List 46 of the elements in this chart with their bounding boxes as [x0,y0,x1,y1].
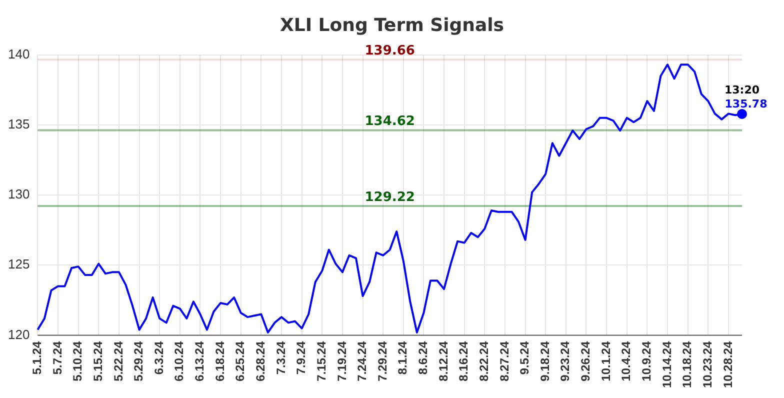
x-tick-label: 6.13.24 [192,340,207,382]
x-tick-label: 8.16.24 [456,340,471,382]
x-tick-label: 5.22.24 [111,340,126,382]
x-tick-label: 6.18.24 [212,340,227,382]
x-tick-label: 7.15.24 [314,340,328,382]
y-tick-label: 140 [8,46,30,62]
data-label: 135.78 [724,97,768,110]
x-tick-label: 7.29.24 [375,340,390,382]
x-tick-label: 9.23.24 [558,340,572,382]
x-tick-label: 6.3.24 [152,340,166,375]
y-tick-label: 135 [8,116,30,132]
x-tick-label: 9.5.24 [518,340,532,375]
x-tick-label: 10.9.24 [640,340,654,382]
x-tick-label: 7.24.24 [355,340,370,382]
x-tick-label: 8.1.24 [396,340,410,375]
ref-line-label: 134.62 [364,114,415,130]
x-tick-label: 5.29.24 [132,340,146,382]
y-tick-label: 125 [8,256,30,272]
x-tick-label: 9.26.24 [578,340,593,382]
x-tick-label: 8.22.24 [476,340,491,382]
x-tick-label: 10.1.24 [598,340,613,382]
x-tick-label: 8.12.24 [436,340,450,382]
x-tick-label: 10.4.24 [619,340,634,382]
x-tick-label: 5.7.24 [50,340,64,375]
annotation: 13:20 [724,83,760,96]
x-tick-label: 6.10.24 [172,340,186,382]
x-tick-label: 8.6.24 [416,340,430,375]
x-tick-label: 10.14.24 [660,340,674,388]
x-tick-label: 7.19.24 [334,340,349,382]
chart-title: XLI Long Term Signals [279,15,505,38]
y-tick-label: 130 [8,186,30,202]
x-tick-label: 10.18.24 [680,340,694,388]
x-tick-label: 5.1.24 [30,340,44,375]
x-tick-label: 5.15.24 [90,340,105,382]
ref-line-label: 129.22 [364,190,415,205]
x-tick-label: 10.28.24 [720,340,735,388]
x-tick-label: 6.28.24 [253,340,268,382]
x-tick-label: 6.25.24 [233,340,248,382]
x-tick-label: 8.27.24 [497,340,512,382]
y-tick-label: 120 [8,326,30,342]
x-tick-label: 10.23.24 [700,340,714,388]
ref-line-label: 139.66 [364,43,415,58]
x-tick-label: 5.10.24 [70,340,85,382]
x-tick-label: 9.18.24 [538,340,552,382]
x-tick-label: 7.3.24 [274,340,288,375]
x-tick-label: 7.9.24 [294,340,308,375]
